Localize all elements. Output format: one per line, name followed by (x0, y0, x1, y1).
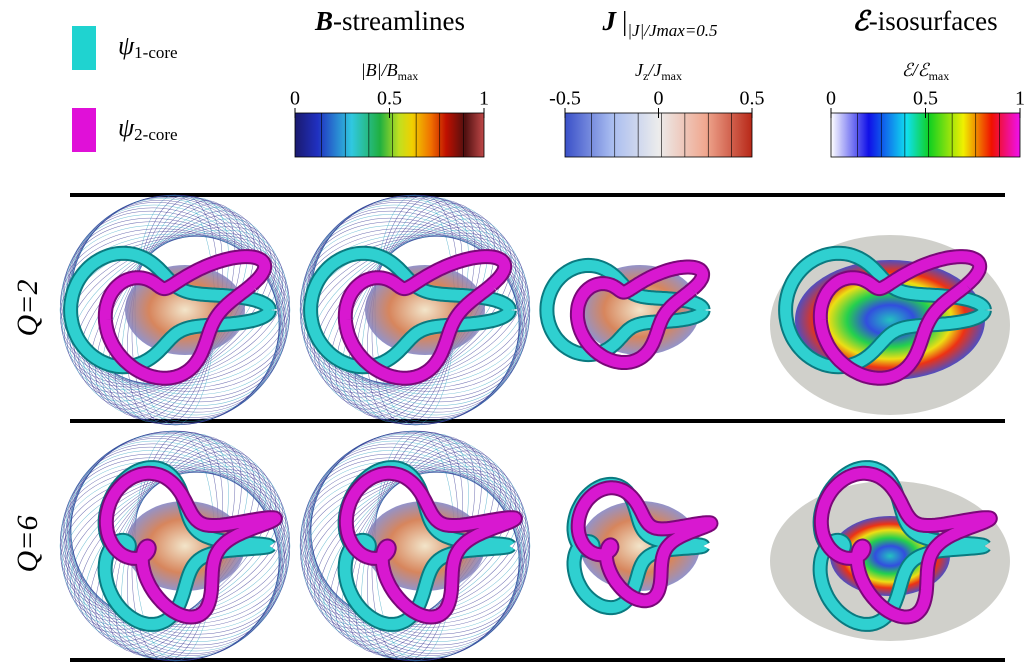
text-part: ψ (118, 31, 135, 60)
colorbar (831, 113, 1020, 157)
legend-swatch (72, 108, 96, 152)
row-label: Q=2 (11, 280, 44, 337)
text-part: -isosurfaces (869, 6, 998, 36)
column-title: B-streamlines (314, 6, 465, 36)
row-label: Q=6 (11, 516, 44, 573)
text-part: max (661, 69, 682, 83)
colorbar-tick-label: 1 (1015, 88, 1025, 110)
colorbar-tick-label: -0.5 (549, 88, 581, 110)
colorbar-tick-label: 0.5 (913, 88, 938, 110)
legend-label: ψ2-core (118, 113, 178, 144)
colorbar-label: Jz/Jmax (635, 60, 682, 83)
colorbar (565, 113, 752, 157)
panel-render (27, 160, 323, 461)
legend-swatch (72, 26, 96, 70)
colorbar-tick-label: 0 (654, 88, 664, 110)
text-part: max (929, 69, 950, 83)
text-part: /J (647, 60, 662, 80)
text-part: ℰ/ℰ (902, 60, 931, 80)
text-part: J (601, 6, 617, 36)
text-part: B (314, 6, 333, 36)
colorbar-tick-label: 0 (290, 88, 300, 110)
panel-render (547, 265, 703, 363)
colorbar-tick-label: 1 (479, 88, 489, 110)
colorbar-tick-label: 0.5 (377, 88, 402, 110)
colorbar-tick-label: 0.5 (740, 88, 765, 110)
column-title: ℰ-isosurfaces (852, 6, 997, 36)
figure: ψ1-coreψ2-coreB-streamlinesJ||J|/Jmax=0.… (0, 0, 1031, 666)
text-part: |J|/Jmax=0.5 (627, 21, 717, 40)
colorbar-label: ℰ/ℰmax (902, 60, 949, 83)
column-title: J||J|/Jmax=0.5 (601, 6, 717, 40)
text-part: -streamlines (333, 6, 465, 36)
legend-label: ψ1-core (118, 31, 178, 62)
panel-render (267, 160, 563, 461)
text-part: max (398, 69, 419, 83)
colorbar-tick-label: 0 (826, 88, 836, 110)
panel-render (27, 396, 323, 666)
panel-render (267, 396, 563, 666)
panel-render (770, 235, 1010, 415)
text-part: 1-core (134, 43, 177, 62)
text-part: 2-core (134, 125, 177, 144)
text-part: ψ (118, 113, 135, 142)
colorbar (295, 113, 484, 157)
panel-render (770, 468, 1010, 641)
panel-render (574, 484, 711, 607)
text-part: |B|/B (361, 60, 398, 80)
colorbar-label: |B|/Bmax (361, 60, 419, 83)
